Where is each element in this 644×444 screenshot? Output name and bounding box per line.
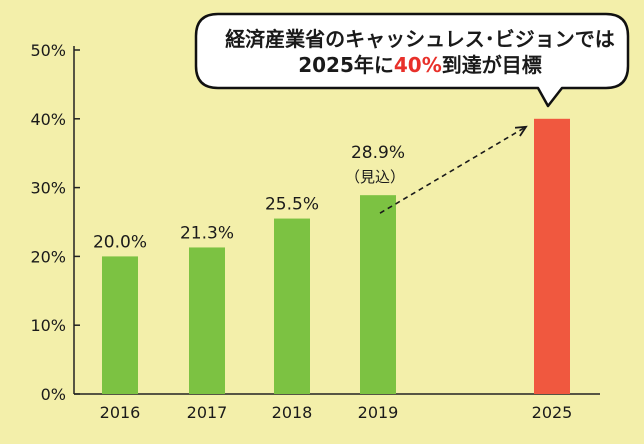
bar-2017 <box>189 247 225 394</box>
trend-arrow <box>379 125 528 214</box>
speech-bubble <box>194 12 630 108</box>
annotation-line-2: 2025年に40%到達が目標 <box>298 53 542 77</box>
annotation-line-1: 経済産業省のキャッシュレス･ビジョンでは <box>225 27 615 51</box>
x-tick-label: 2019 <box>358 403 399 422</box>
data-label: 20.0% <box>93 232 147 252</box>
x-tick-label: 2025 <box>532 403 573 422</box>
annotation-line-2-after: 到達が目標 <box>442 53 542 77</box>
bar-2016 <box>102 256 138 394</box>
annotation-callout: 経済産業省のキャッシュレス･ビジョンでは 2025年に40%到達が目標 <box>194 12 630 108</box>
y-tick-label: 30% <box>30 179 66 198</box>
annotation-highlight: 40% <box>394 53 442 77</box>
x-tick-label: 2016 <box>100 403 141 422</box>
x-tick-label: 2017 <box>187 403 228 422</box>
y-tick-label: 50% <box>30 41 66 60</box>
data-label: 21.3% <box>180 223 234 243</box>
data-label: 28.9% <box>351 143 405 163</box>
y-tick-label: 10% <box>30 316 66 335</box>
bar-2025 <box>534 118 570 395</box>
y-tick-label: 20% <box>30 247 66 266</box>
y-tick-label: 40% <box>30 110 66 129</box>
y-tick-label: 0% <box>41 385 66 404</box>
bar-2019 <box>360 195 396 394</box>
annotation-line-2-before: 2025年に <box>298 53 394 77</box>
x-tick-label: 2018 <box>272 403 313 422</box>
bar-2018 <box>274 218 310 394</box>
data-label: 25.5% <box>265 195 319 215</box>
data-label-note: （見込） <box>345 168 405 186</box>
